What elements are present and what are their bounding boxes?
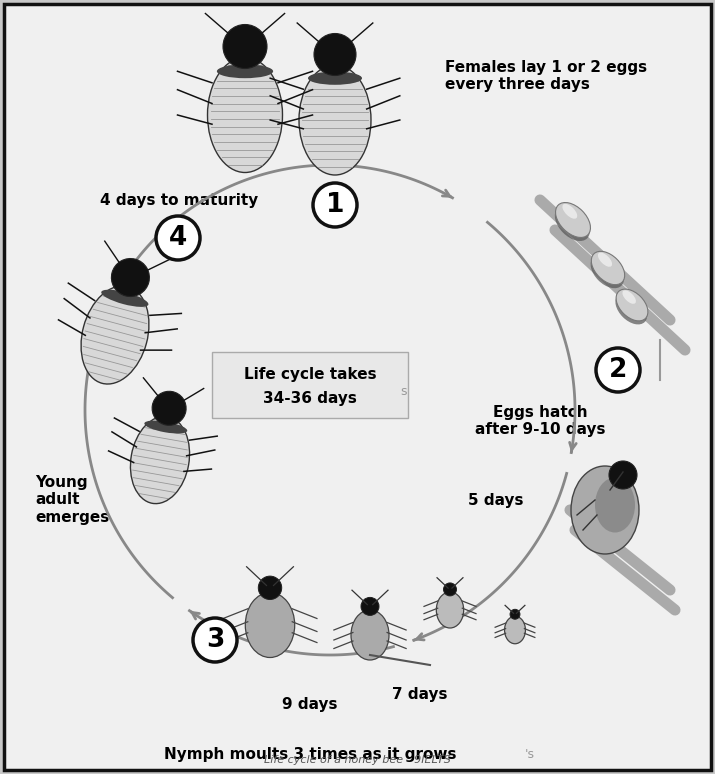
Circle shape xyxy=(596,348,640,392)
Circle shape xyxy=(510,609,520,619)
Text: 4: 4 xyxy=(169,225,187,251)
Circle shape xyxy=(361,598,379,615)
Circle shape xyxy=(112,259,149,296)
Ellipse shape xyxy=(217,64,273,78)
Text: Young
adult
emerges: Young adult emerges xyxy=(35,475,109,525)
Text: 1: 1 xyxy=(326,192,344,218)
Text: s: s xyxy=(400,385,407,398)
Ellipse shape xyxy=(598,252,612,267)
Ellipse shape xyxy=(623,290,636,304)
Ellipse shape xyxy=(595,478,635,533)
Text: Females lay 1 or 2 eggs
every three days: Females lay 1 or 2 eggs every three days xyxy=(445,60,647,92)
Text: 2: 2 xyxy=(608,357,627,383)
Ellipse shape xyxy=(563,204,577,219)
Text: Eggs hatch
after 9-10 days: Eggs hatch after 9-10 days xyxy=(475,405,606,437)
Text: Nymph moults 3 times as it grows: Nymph moults 3 times as it grows xyxy=(164,748,456,762)
Ellipse shape xyxy=(436,592,464,628)
Ellipse shape xyxy=(351,610,389,660)
Ellipse shape xyxy=(245,593,295,657)
Text: 34-36 days: 34-36 days xyxy=(263,391,357,406)
Ellipse shape xyxy=(308,72,362,85)
Text: 7 days: 7 days xyxy=(393,687,448,703)
Ellipse shape xyxy=(130,416,189,504)
Circle shape xyxy=(258,576,282,600)
Text: 5 days: 5 days xyxy=(468,492,523,508)
Text: Life cycle of a honey bee - 9IELTS: Life cycle of a honey bee - 9IELTS xyxy=(264,755,450,765)
Text: 's: 's xyxy=(525,748,535,762)
Circle shape xyxy=(314,33,356,76)
Ellipse shape xyxy=(616,293,647,324)
Ellipse shape xyxy=(591,255,624,288)
Circle shape xyxy=(223,25,267,69)
Circle shape xyxy=(156,216,200,260)
Circle shape xyxy=(443,583,456,596)
Ellipse shape xyxy=(299,65,371,175)
Text: Life cycle takes: Life cycle takes xyxy=(244,368,376,382)
Text: 9 days: 9 days xyxy=(282,697,337,713)
Ellipse shape xyxy=(571,466,639,554)
Ellipse shape xyxy=(144,420,187,433)
Ellipse shape xyxy=(591,252,625,285)
Ellipse shape xyxy=(555,206,590,241)
Ellipse shape xyxy=(556,203,591,238)
Text: 4 days to maturity: 4 days to maturity xyxy=(100,193,258,207)
Circle shape xyxy=(313,183,357,227)
Text: 3: 3 xyxy=(206,627,225,653)
Circle shape xyxy=(152,392,186,425)
Ellipse shape xyxy=(81,286,149,384)
Ellipse shape xyxy=(102,289,149,307)
Ellipse shape xyxy=(616,289,648,321)
FancyBboxPatch shape xyxy=(212,352,408,418)
Circle shape xyxy=(193,618,237,662)
Ellipse shape xyxy=(505,616,526,644)
Circle shape xyxy=(609,461,637,489)
Ellipse shape xyxy=(207,57,282,173)
